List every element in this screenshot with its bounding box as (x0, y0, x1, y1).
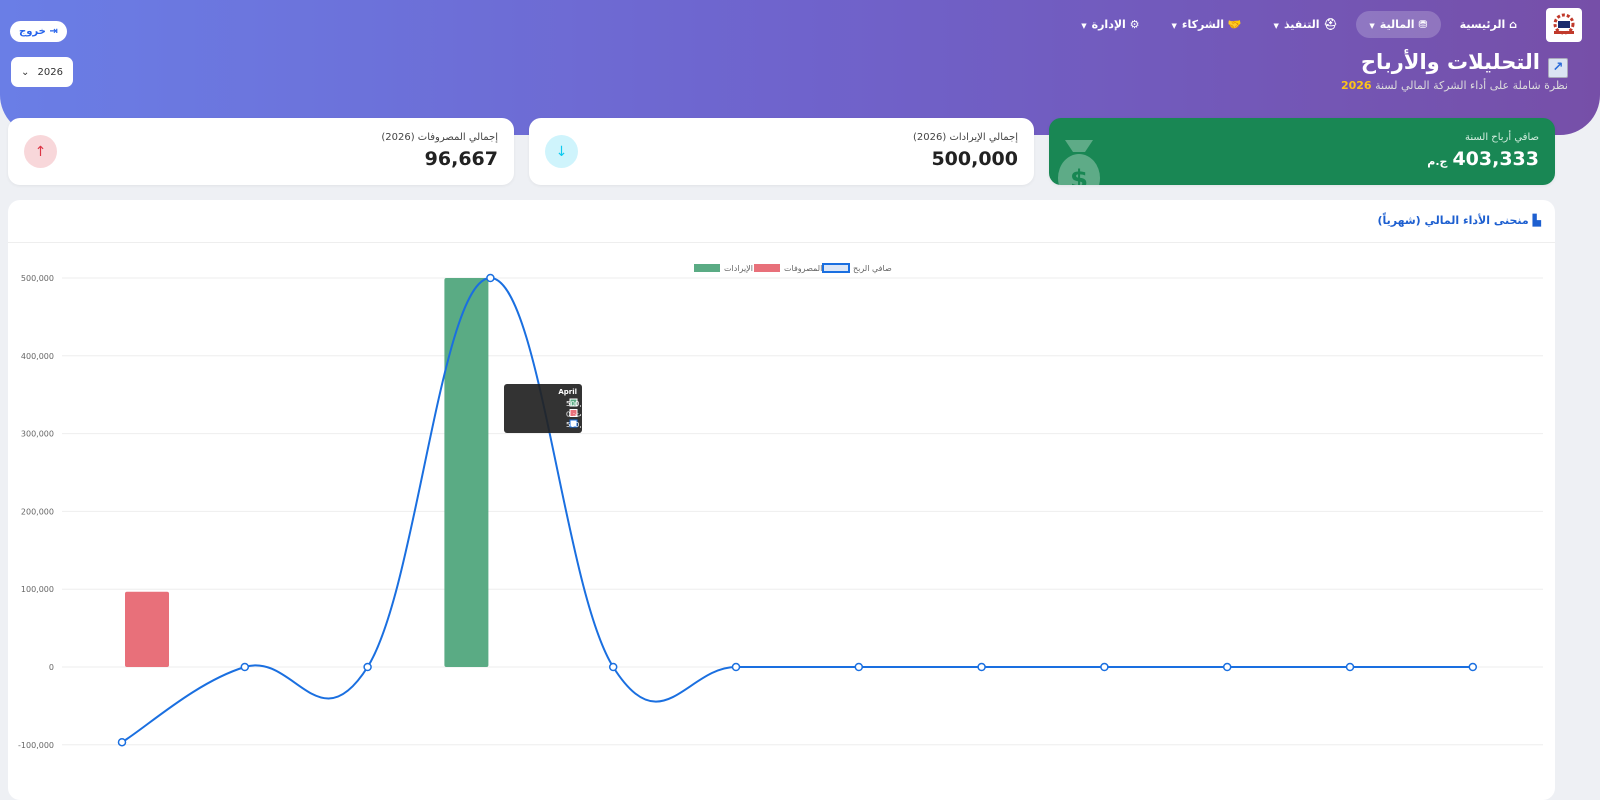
legend-swatch (694, 264, 720, 272)
net-profit-point (608, 662, 618, 672)
legend-swatch (754, 264, 780, 272)
y-tick-label: 500,000 (21, 274, 54, 283)
sign-out-icon: ⇥ (45, 26, 58, 37)
tooltip-swatch (569, 419, 578, 428)
tooltip-swatch (569, 398, 578, 407)
net-profit-point (240, 662, 250, 672)
y-tick-label: 200,000 (21, 507, 54, 516)
net-profit-point (1100, 662, 1109, 672)
net-profit-point (486, 273, 495, 283)
performance-chart: 500,000 400,000 300,000 200,000 100,000 0 -100… (18, 263, 1543, 750)
nav-item-2[interactable]: ⛑ التنفيذ▼ (1273, 18, 1338, 31)
chart-area-icon: ▙ (1528, 214, 1541, 227)
y-tick-label: 300,000 (21, 430, 54, 439)
expenses-card: إجمالي المصروفات (2026) 96,667 ↑ (8, 118, 514, 185)
caret-down-icon: ▼ (1369, 22, 1375, 30)
net-profit-point (363, 662, 372, 672)
net-profit-point (731, 662, 741, 672)
net-profit-point (117, 737, 127, 747)
chart-card: ▙ منحنى الأداء المالي (شهرياً) 500,000 40… (8, 200, 1555, 800)
y-tick-label: -100,000 (18, 741, 54, 750)
tooltip-line: صافي الربح: 500,000 (566, 421, 633, 429)
legend-swatch (822, 263, 850, 273)
tooltip-line: الإيرادات: 500,000 (566, 400, 625, 408)
bar-revenue (444, 278, 489, 667)
y-tick-label: 100,000 (21, 585, 54, 594)
tooltip-title: April (558, 388, 577, 396)
caret-down-icon: ▼ (1273, 22, 1279, 30)
nav-item-0[interactable]: ⌂ الرئيسية (1459, 18, 1517, 31)
legend-label: الإيرادات (724, 264, 753, 274)
net-profit-card: صافي أرباح السنة 403,333ج.م $ (1049, 118, 1555, 185)
tooltip-box (504, 384, 582, 433)
caret-down-icon: ▼ (1171, 22, 1177, 30)
coins-icon: ⛃ (1418, 18, 1428, 31)
header-banner (0, 0, 1600, 135)
y-tick-label: 400,000 (21, 352, 54, 361)
chart-title: ▙ منحنى الأداء المالي (شهرياً) (8, 200, 1555, 243)
logout-button[interactable]: ⇥ خروج (10, 21, 67, 42)
caret-down-icon: ▼ (1081, 22, 1087, 30)
arrow-up-icon: ↑ (24, 135, 57, 168)
handshake-icon: 🤝 (1227, 18, 1242, 31)
page-title: ↗التحليلات والأرباح (1361, 50, 1568, 78)
legend-label: صافي الربح (853, 264, 892, 273)
legend-label: المصروفات (784, 264, 822, 273)
gears-icon: ⚙ (1129, 18, 1140, 31)
svg-text:$: $ (1070, 165, 1088, 185)
nav-item-1[interactable]: ⛃ المالية▼ (1356, 11, 1441, 38)
bar-expenses (125, 591, 169, 667)
net-profit-point (1222, 662, 1232, 672)
chevron-down-icon: ⌄ (21, 66, 30, 78)
chart-tooltip: April الإيرادات: 500,000 المصروفات: 0 صافي … (504, 384, 633, 433)
home-icon: ⌂ (1509, 18, 1517, 31)
tooltip-swatch (569, 409, 578, 417)
chart-increasing-icon: ↗ (1548, 58, 1568, 78)
arrow-down-icon: ↓ (545, 135, 578, 168)
hard-hat-icon: ⛑ (1323, 18, 1338, 31)
navbar: ⌂ الرئيسية ⛃ المالية▼ ⛑ التنفيذ▼ 🤝 الشركاء▼… (0, 8, 1600, 42)
year-select[interactable]: ⌄ 2026 (11, 57, 73, 87)
nav-item-3[interactable]: 🤝 الشركاء▼ (1171, 18, 1242, 31)
net-profit-point (1468, 662, 1478, 672)
net-profit-line (121, 276, 1473, 744)
net-profit-point (1345, 662, 1355, 672)
page-subtitle: نظرة شاملة على أداء الشركة المالي لسنة 2… (1340, 79, 1568, 92)
y-tick-label: 0 (49, 663, 54, 672)
money-bag-icon: $ (1058, 140, 1100, 185)
net-profit-point (977, 662, 986, 672)
revenue-card: إجمالي الإيرادات (2026) 500,000 ↓ (529, 118, 1034, 185)
company-logo[interactable] (1546, 8, 1582, 42)
tooltip-line: المصروفات: 0 (566, 411, 609, 419)
nav-item-4[interactable]: ⚙ الإدارة▼ (1081, 18, 1140, 31)
net-profit-point (854, 662, 864, 672)
